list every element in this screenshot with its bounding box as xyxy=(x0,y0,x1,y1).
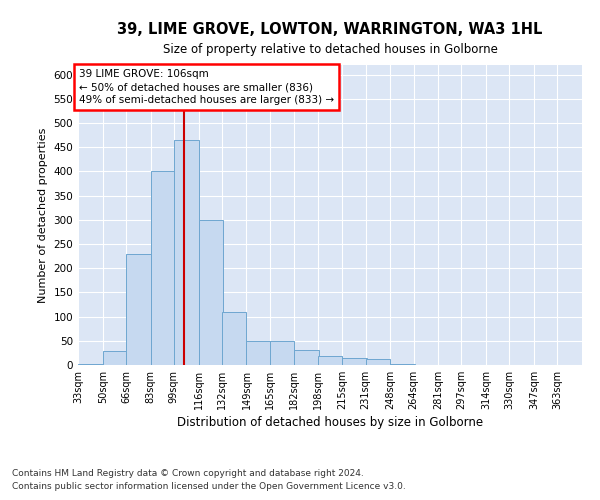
Bar xyxy=(270,341,295,365)
Text: Size of property relative to detached houses in Golborne: Size of property relative to detached ho… xyxy=(163,42,497,56)
Bar xyxy=(365,359,390,365)
Bar xyxy=(317,356,343,365)
Y-axis label: Number of detached properties: Number of detached properties xyxy=(38,128,48,302)
Bar xyxy=(174,140,199,365)
Bar xyxy=(78,364,103,365)
Text: Contains HM Land Registry data © Crown copyright and database right 2024.: Contains HM Land Registry data © Crown c… xyxy=(12,468,364,477)
Text: Contains public sector information licensed under the Open Government Licence v3: Contains public sector information licen… xyxy=(12,482,406,491)
X-axis label: Distribution of detached houses by size in Golborne: Distribution of detached houses by size … xyxy=(177,416,483,429)
Bar xyxy=(199,220,223,365)
Bar xyxy=(343,358,367,365)
Bar xyxy=(126,254,151,365)
Bar xyxy=(103,352,127,365)
Bar xyxy=(151,172,175,365)
Bar xyxy=(222,312,247,365)
Text: 39, LIME GROVE, LOWTON, WARRINGTON, WA3 1HL: 39, LIME GROVE, LOWTON, WARRINGTON, WA3 … xyxy=(118,22,542,38)
Bar xyxy=(295,350,319,365)
Bar xyxy=(390,364,415,365)
Text: 39 LIME GROVE: 106sqm
← 50% of detached houses are smaller (836)
49% of semi-det: 39 LIME GROVE: 106sqm ← 50% of detached … xyxy=(79,69,334,106)
Bar xyxy=(247,341,271,365)
